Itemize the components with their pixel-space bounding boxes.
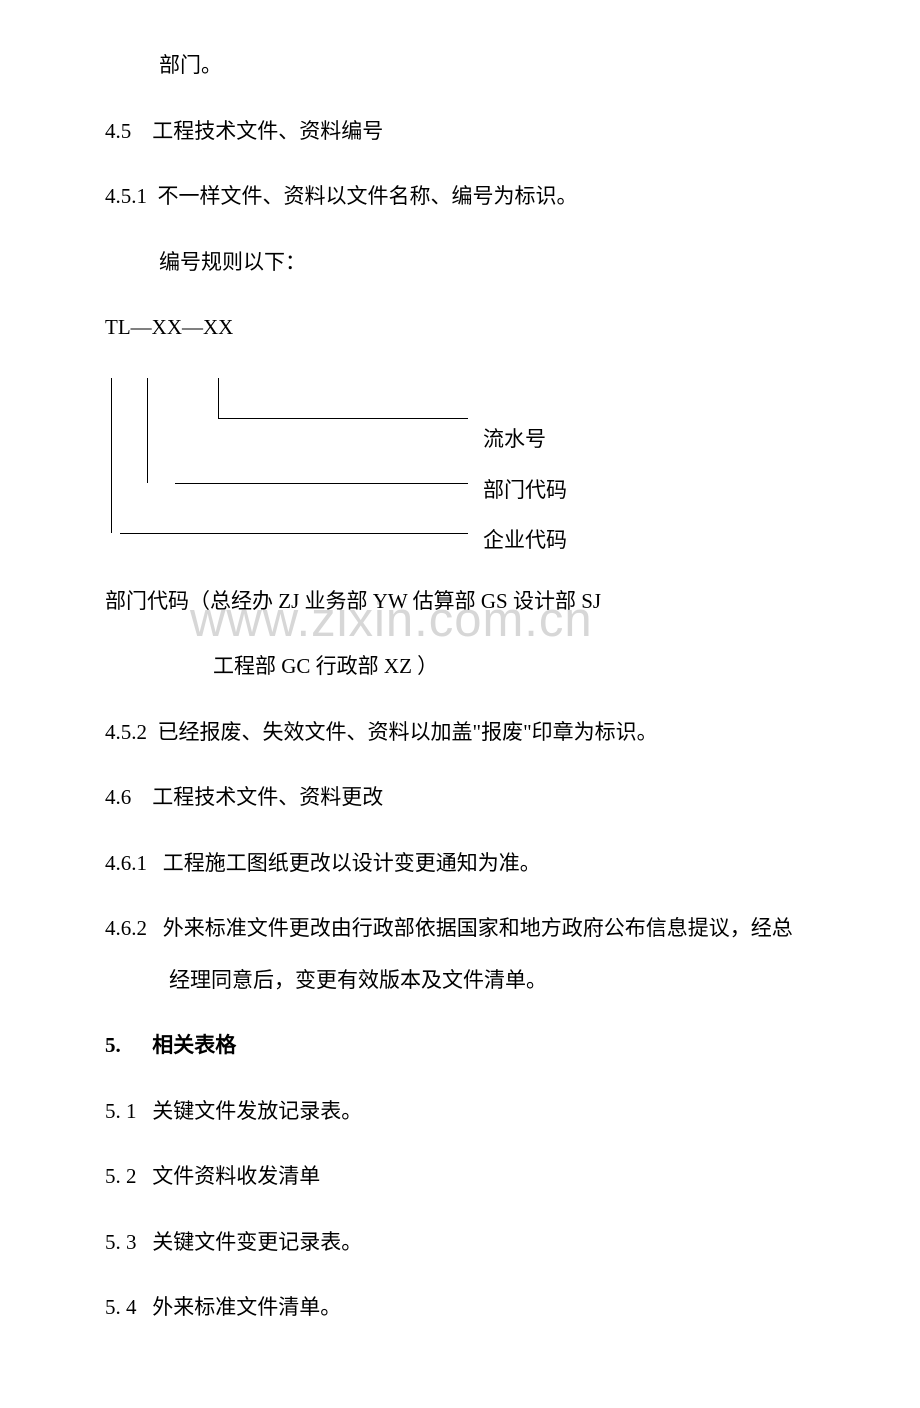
section-4-6-2: 4.6.2 外来标准文件更改由行政部依据国家和地方政府公布信息提议，经总 [105, 913, 815, 945]
section-number: 5. 4 [105, 1295, 137, 1319]
section-number: 4.6.2 [105, 916, 147, 940]
section-text: 已经报废、失效文件、资料以加盖"报废"印章为标识。 [158, 720, 658, 744]
section-text: 外来标准文件更改由行政部依据国家和地方政府公布信息提议，经总 [163, 916, 793, 940]
paragraph-continuation: 部门。 [105, 50, 815, 82]
section-number: 5. 1 [105, 1099, 137, 1123]
section-5-2: 5. 2 文件资料收发清单 [105, 1161, 815, 1193]
section-title: 相关表格 [152, 1033, 236, 1057]
diagram-label-dept: 部门代码 [483, 475, 567, 507]
section-number: 4.5.2 [105, 720, 147, 744]
section-5-3: 5. 3 关键文件变更记录表。 [105, 1227, 815, 1259]
section-text: 关键文件变更记录表。 [152, 1230, 362, 1254]
section-title: 工程技术文件、资料更改 [152, 785, 383, 809]
diagram-label-serial: 流水号 [483, 424, 546, 456]
code-diagram: 流水号 部门代码 企业代码 [105, 378, 815, 558]
section-5: 5. 相关表格 [105, 1030, 815, 1062]
section-number: 4.6 [105, 785, 131, 809]
document-body: 部门。 4.5 工程技术文件、资料编号 4.5.1 不一样文件、资料以文件名称、… [0, 0, 920, 1408]
dept-codes-line-2: 工程部 GC 行政部 XZ ） [213, 651, 815, 683]
section-4-6: 4.6 工程技术文件、资料更改 [105, 782, 815, 814]
section-5-1: 5. 1 关键文件发放记录表。 [105, 1096, 815, 1128]
section-number: 5. 3 [105, 1230, 137, 1254]
section-number: 5. [105, 1033, 121, 1057]
diagram-label-company: 企业代码 [483, 525, 567, 557]
section-title: 工程技术文件、资料编号 [152, 119, 383, 143]
section-number: 5. 2 [105, 1164, 137, 1188]
section-text: 外来标准文件清单。 [152, 1295, 341, 1319]
section-4-6-2-cont: 经理同意后，变更有效版本及文件清单。 [105, 965, 815, 997]
section-4-5: 4.5 工程技术文件、资料编号 [105, 116, 815, 148]
section-text: 工程施工图纸更改以设计变更通知为准。 [163, 851, 541, 875]
section-number: 4.5.1 [105, 184, 147, 208]
section-5-4: 5. 4 外来标准文件清单。 [105, 1292, 815, 1324]
section-text: 文件资料收发清单 [152, 1164, 320, 1188]
section-number: 4.5 [105, 119, 131, 143]
section-4-6-1: 4.6.1 工程施工图纸更改以设计变更通知为准。 [105, 848, 815, 880]
numbering-rule-intro: 编号规则以下： [105, 247, 815, 279]
dept-codes-line-1: 部门代码（总经办 ZJ 业务部 YW 估算部 GS 设计部 SJ [105, 586, 815, 618]
section-text: 不一样文件、资料以文件名称、编号为标识。 [158, 184, 578, 208]
section-text: 关键文件发放记录表。 [152, 1099, 362, 1123]
code-pattern: TL—XX—XX [105, 312, 815, 344]
section-4-5-2: 4.5.2 已经报废、失效文件、资料以加盖"报废"印章为标识。 [105, 717, 815, 749]
section-number: 4.6.1 [105, 851, 147, 875]
section-4-5-1: 4.5.1 不一样文件、资料以文件名称、编号为标识。 [105, 181, 815, 213]
